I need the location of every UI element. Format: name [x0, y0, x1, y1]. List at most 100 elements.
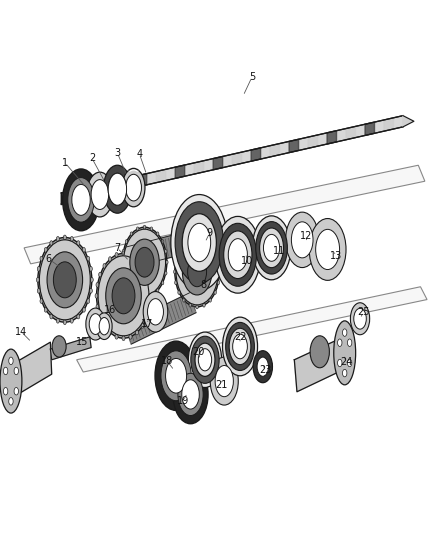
Ellipse shape [87, 172, 113, 217]
Ellipse shape [175, 259, 177, 263]
Text: 23: 23 [259, 366, 271, 375]
Text: 21: 21 [215, 380, 227, 390]
Ellipse shape [196, 235, 198, 239]
Ellipse shape [219, 223, 257, 286]
Ellipse shape [156, 288, 159, 293]
Ellipse shape [0, 349, 22, 413]
Ellipse shape [63, 169, 99, 231]
Text: 8: 8 [201, 280, 207, 290]
Text: 1: 1 [62, 158, 68, 167]
Text: 9: 9 [206, 229, 212, 238]
Ellipse shape [165, 249, 167, 253]
Ellipse shape [14, 387, 18, 395]
Ellipse shape [178, 249, 180, 253]
Ellipse shape [175, 281, 177, 285]
Ellipse shape [155, 341, 197, 410]
Ellipse shape [143, 292, 168, 332]
Ellipse shape [4, 387, 8, 395]
Ellipse shape [309, 219, 346, 280]
Ellipse shape [106, 268, 141, 324]
Ellipse shape [229, 328, 251, 365]
Polygon shape [308, 135, 318, 148]
Ellipse shape [64, 235, 66, 240]
Ellipse shape [98, 256, 149, 336]
Ellipse shape [124, 229, 166, 295]
Ellipse shape [338, 359, 342, 367]
Ellipse shape [96, 313, 112, 340]
Text: 17: 17 [141, 319, 153, 329]
Text: 14: 14 [15, 327, 27, 336]
Ellipse shape [182, 379, 199, 409]
Polygon shape [137, 174, 147, 187]
Ellipse shape [36, 277, 39, 282]
Ellipse shape [191, 336, 219, 383]
Ellipse shape [103, 324, 106, 328]
Ellipse shape [143, 225, 146, 229]
Text: 13: 13 [330, 251, 343, 261]
Ellipse shape [97, 254, 150, 338]
Ellipse shape [354, 308, 366, 329]
Ellipse shape [89, 288, 92, 293]
Ellipse shape [182, 214, 216, 271]
Ellipse shape [70, 318, 73, 323]
Ellipse shape [115, 253, 118, 257]
Ellipse shape [70, 237, 73, 241]
Ellipse shape [217, 259, 219, 263]
Ellipse shape [224, 231, 252, 279]
Ellipse shape [121, 260, 124, 264]
Ellipse shape [189, 303, 191, 307]
Ellipse shape [182, 249, 212, 295]
Ellipse shape [129, 253, 132, 257]
Ellipse shape [223, 317, 258, 376]
Ellipse shape [149, 293, 152, 298]
Ellipse shape [214, 290, 216, 294]
Ellipse shape [260, 228, 283, 268]
Text: 7: 7 [114, 243, 120, 253]
Ellipse shape [143, 295, 146, 299]
Ellipse shape [40, 256, 43, 261]
Polygon shape [194, 161, 204, 174]
Ellipse shape [4, 367, 8, 375]
Ellipse shape [112, 278, 135, 314]
Ellipse shape [347, 339, 352, 346]
Ellipse shape [108, 173, 127, 205]
Ellipse shape [130, 232, 133, 236]
Ellipse shape [183, 241, 185, 246]
Ellipse shape [214, 249, 216, 253]
Ellipse shape [150, 294, 153, 297]
Polygon shape [126, 230, 194, 268]
Polygon shape [270, 143, 279, 157]
Ellipse shape [125, 281, 128, 285]
Ellipse shape [82, 308, 85, 312]
Ellipse shape [291, 222, 313, 258]
Ellipse shape [264, 235, 279, 261]
Ellipse shape [257, 357, 268, 376]
Ellipse shape [122, 251, 125, 256]
Polygon shape [213, 157, 223, 170]
Polygon shape [232, 152, 242, 165]
Ellipse shape [109, 257, 112, 262]
Ellipse shape [103, 165, 131, 213]
Ellipse shape [188, 332, 222, 387]
Polygon shape [125, 293, 196, 344]
Ellipse shape [178, 373, 203, 416]
Ellipse shape [195, 343, 215, 376]
Text: 6: 6 [45, 254, 51, 263]
Text: 2: 2 [89, 154, 95, 163]
Text: 18: 18 [161, 357, 173, 366]
Ellipse shape [209, 241, 212, 246]
Ellipse shape [217, 281, 219, 285]
Ellipse shape [209, 298, 212, 302]
Ellipse shape [122, 249, 124, 253]
Ellipse shape [44, 308, 47, 312]
Ellipse shape [50, 314, 53, 319]
Polygon shape [403, 116, 414, 127]
Polygon shape [365, 122, 374, 135]
Text: 11: 11 [273, 246, 286, 255]
Ellipse shape [89, 313, 102, 335]
Ellipse shape [87, 256, 90, 261]
Text: 16: 16 [104, 305, 117, 315]
Ellipse shape [47, 252, 83, 308]
Ellipse shape [135, 330, 138, 335]
Ellipse shape [99, 314, 102, 319]
